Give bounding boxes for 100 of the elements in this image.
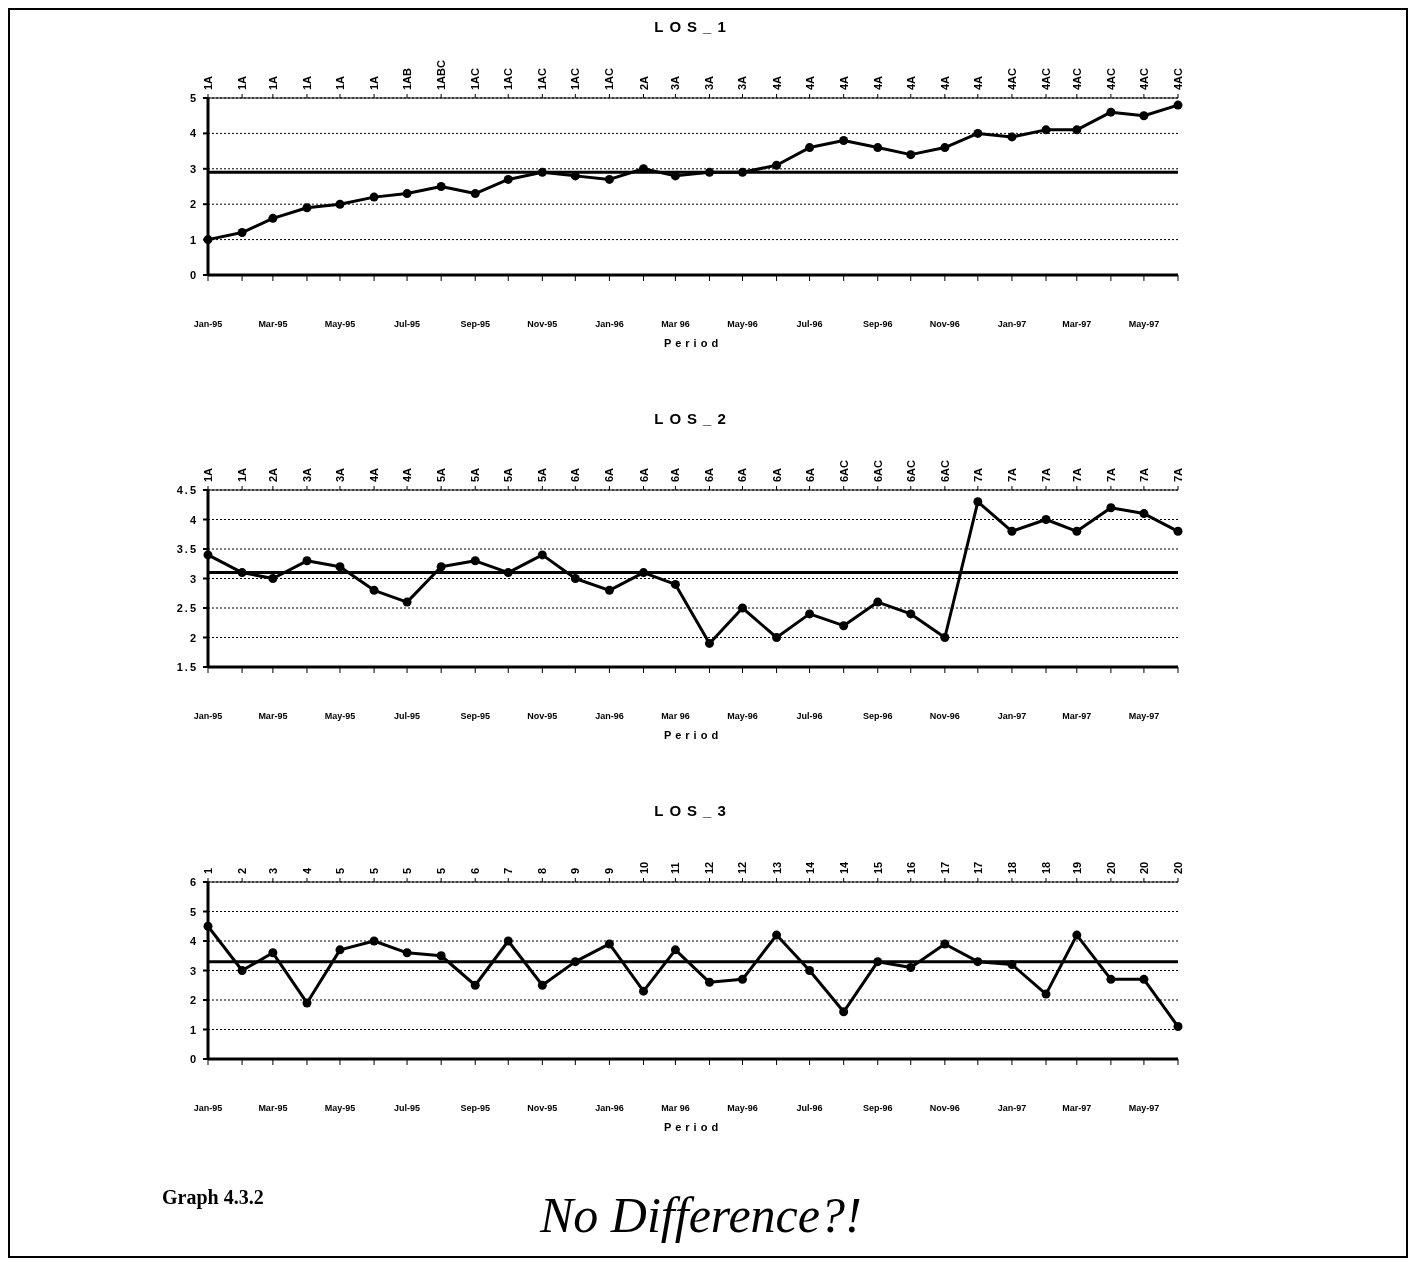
point xyxy=(302,556,312,566)
text: 17 xyxy=(938,861,951,874)
point xyxy=(639,568,649,578)
y-tick-label: 2 xyxy=(189,631,198,644)
point xyxy=(302,203,312,213)
x-axis-title: Period xyxy=(663,337,723,349)
chart-title: LOS_1 xyxy=(654,18,732,35)
x-tick-label: Jul-95 xyxy=(394,1103,421,1113)
y-tick-label: 1.5 xyxy=(176,661,198,673)
y-tick-label: 2 xyxy=(189,994,198,1006)
text: 8 xyxy=(536,867,549,874)
y-tick-label: 3 xyxy=(189,572,198,585)
point xyxy=(1041,125,1051,135)
text: 1AC xyxy=(569,67,582,90)
point xyxy=(436,951,446,961)
text: 12 xyxy=(703,861,716,874)
point xyxy=(670,945,680,955)
point xyxy=(369,585,379,595)
y-tick-label: 2.5 xyxy=(176,602,198,614)
text: 7A xyxy=(1040,467,1053,482)
x-axis-title: Period xyxy=(663,1121,723,1133)
text: 6AC xyxy=(837,459,850,482)
text: 11 xyxy=(669,862,682,874)
text: 4A xyxy=(401,467,414,482)
point xyxy=(604,585,614,595)
point xyxy=(639,986,649,996)
point xyxy=(537,550,547,560)
point xyxy=(436,562,446,572)
text: 5 xyxy=(435,867,448,874)
point xyxy=(369,192,379,202)
text: 16 xyxy=(904,861,917,874)
text: 4AC xyxy=(1137,67,1150,90)
text: 4A xyxy=(904,75,917,90)
chart-title: LOS_3 xyxy=(654,802,732,819)
y-tick-label: 4 xyxy=(189,513,198,526)
x-tick-label: Jul-95 xyxy=(394,711,421,721)
x-tick-label: Jan-95 xyxy=(193,1103,223,1113)
point xyxy=(772,633,782,642)
text: 1A xyxy=(236,75,249,90)
text: 7A xyxy=(1137,467,1150,482)
text: 2 xyxy=(236,867,249,874)
text: 6A xyxy=(569,467,582,482)
x-tick-label: May-97 xyxy=(1128,319,1160,329)
text: 6A xyxy=(736,467,749,482)
text: 1AC xyxy=(502,67,515,90)
x-tick-label: May-97 xyxy=(1128,1103,1160,1113)
x-tick-label: May-95 xyxy=(324,1103,356,1113)
text: 1AC xyxy=(603,67,616,90)
text: 1AC xyxy=(469,67,482,90)
text: 7A xyxy=(1070,467,1083,482)
x-tick-label: Jan-95 xyxy=(193,711,223,721)
point xyxy=(705,977,714,987)
x-tick-label: Nov-96 xyxy=(929,319,960,329)
point xyxy=(1007,526,1017,536)
text: 4A xyxy=(770,75,783,90)
point xyxy=(503,568,513,578)
chart-title: LOS_2 xyxy=(654,410,732,427)
x-tick-label: Jan-97 xyxy=(997,319,1027,329)
point xyxy=(604,939,614,949)
text: 9 xyxy=(569,867,582,874)
text: 1A xyxy=(333,75,346,90)
point xyxy=(639,164,649,174)
text: 3A xyxy=(736,75,749,90)
point xyxy=(940,143,950,153)
point xyxy=(470,189,480,199)
text: 5A xyxy=(502,467,515,482)
text: 4A xyxy=(938,75,951,90)
text: 6A xyxy=(669,467,682,482)
text: 4AC xyxy=(1104,67,1117,90)
x-tick-label: Jan-96 xyxy=(595,319,624,329)
point xyxy=(973,957,983,967)
point xyxy=(1007,960,1017,970)
text: 4A xyxy=(837,75,850,90)
y-tick-label: 3 xyxy=(189,964,198,977)
point xyxy=(1173,1022,1183,1032)
x-tick-label: Jan-96 xyxy=(595,711,624,721)
x-axis-title: Period xyxy=(663,729,723,741)
text: 4A xyxy=(871,75,884,90)
x-tick-label: Jan-95 xyxy=(193,319,223,329)
text: 17 xyxy=(971,861,984,874)
text: 5 xyxy=(333,867,346,874)
text: 4A xyxy=(368,467,381,482)
text: 7A xyxy=(1172,467,1184,482)
x-tick-label: Sep-95 xyxy=(460,711,490,721)
text: 6AC xyxy=(871,459,884,482)
point xyxy=(203,921,213,931)
point xyxy=(268,574,278,583)
text: 1AB xyxy=(401,67,414,90)
y-tick-label: 4.5 xyxy=(176,484,198,496)
point xyxy=(1139,509,1149,519)
point xyxy=(470,980,480,990)
text: 1 xyxy=(202,867,214,874)
text: No Difference?! xyxy=(540,1186,862,1244)
point xyxy=(237,228,247,238)
y-tick-label: 0 xyxy=(189,1053,198,1065)
x-tick-label: Nov-95 xyxy=(527,319,558,329)
point xyxy=(402,948,412,958)
text: 6A xyxy=(637,467,650,482)
text: 1A xyxy=(202,467,214,482)
point xyxy=(1139,111,1149,121)
